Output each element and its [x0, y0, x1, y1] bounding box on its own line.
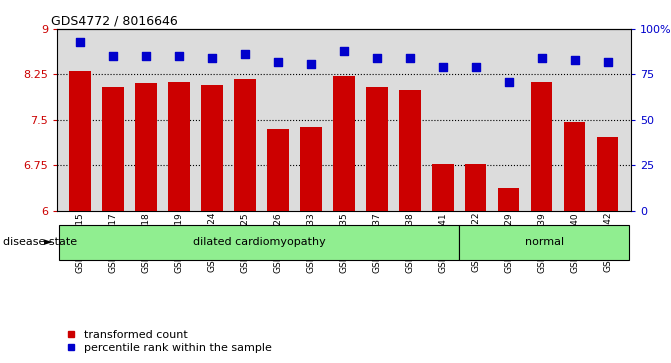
- Bar: [333, 76, 354, 211]
- Point: [603, 59, 613, 65]
- Bar: [531, 82, 552, 211]
- Point: [503, 79, 514, 85]
- Bar: [564, 122, 585, 211]
- Bar: [267, 129, 289, 211]
- Point: [141, 53, 152, 59]
- Bar: [58, 225, 459, 260]
- Bar: [459, 225, 629, 260]
- Bar: [366, 86, 388, 211]
- Bar: [168, 82, 190, 211]
- Bar: [498, 188, 519, 211]
- Point: [437, 64, 448, 70]
- Point: [339, 48, 350, 54]
- Bar: [300, 127, 321, 211]
- Point: [74, 39, 85, 45]
- Text: GDS4772 / 8016646: GDS4772 / 8016646: [51, 15, 178, 28]
- Bar: [399, 90, 421, 211]
- Legend: transformed count, percentile rank within the sample: transformed count, percentile rank withi…: [62, 325, 276, 358]
- Point: [174, 53, 185, 59]
- Point: [272, 59, 283, 65]
- Point: [108, 53, 119, 59]
- Bar: [234, 79, 256, 211]
- Text: ►: ►: [44, 237, 52, 248]
- Bar: [597, 137, 619, 211]
- Point: [405, 55, 415, 61]
- Bar: [103, 86, 124, 211]
- Text: disease state: disease state: [3, 237, 77, 248]
- Text: dilated cardiomyopathy: dilated cardiomyopathy: [193, 237, 325, 247]
- Point: [305, 61, 316, 66]
- Point: [207, 55, 217, 61]
- Bar: [432, 164, 454, 211]
- Bar: [201, 85, 223, 211]
- Text: normal: normal: [525, 237, 564, 247]
- Point: [536, 55, 547, 61]
- Point: [240, 52, 250, 57]
- Bar: [465, 164, 486, 211]
- Point: [569, 57, 580, 63]
- Bar: [69, 72, 91, 211]
- Bar: [136, 83, 157, 211]
- Point: [470, 64, 481, 70]
- Point: [372, 55, 382, 61]
